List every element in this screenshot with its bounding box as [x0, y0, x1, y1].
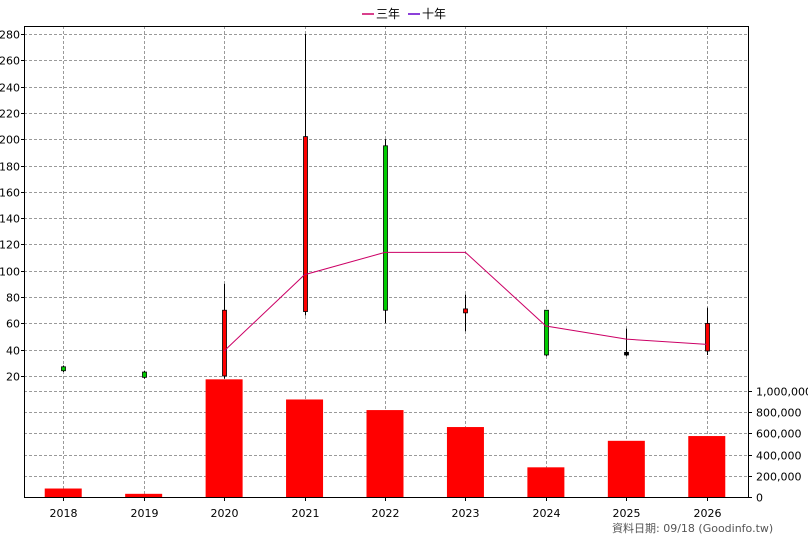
volume-bar — [527, 467, 565, 497]
volume-bar — [688, 436, 726, 497]
volume-tick-label: 1,000,000 — [756, 386, 808, 399]
volume-tick-label: 0 — [756, 492, 763, 505]
volume-bar — [125, 493, 163, 497]
price-tick-label: 260 — [0, 55, 20, 68]
legend: 三年 十年 — [362, 7, 446, 21]
legend-label: 三年 — [376, 7, 400, 21]
volume-tick-label: 800,000 — [756, 407, 802, 420]
x-tick-label: 2018 — [50, 507, 78, 520]
candle-body — [463, 308, 468, 314]
candle-body — [383, 145, 388, 311]
price-tick-label: 220 — [0, 108, 20, 121]
volume-bar — [366, 410, 404, 497]
price-tick-label: 80 — [6, 292, 20, 305]
candles — [61, 34, 710, 379]
candle-body — [544, 309, 549, 356]
price-tick-label: 140 — [0, 213, 20, 226]
candle-body — [142, 371, 147, 378]
axes: 20 40 60 80 100 120 140 160 180 200 220 240 260 280 0 2… — [0, 26, 808, 520]
candle-body — [624, 351, 629, 356]
legend-label: 十年 — [422, 7, 446, 21]
ma-line — [223, 251, 707, 352]
x-tick-label: 2026 — [694, 507, 722, 520]
moving-average-lines — [223, 251, 707, 352]
price-tick-label: 160 — [0, 187, 20, 200]
volume-tick-label: 400,000 — [756, 450, 802, 463]
x-tick-label: 2022 — [372, 507, 400, 520]
price-tick-label: 40 — [6, 345, 20, 358]
volume-bar — [286, 399, 324, 497]
volume-bar — [607, 440, 645, 497]
volume-bar — [44, 488, 82, 497]
price-tick-label: 20 — [6, 371, 20, 384]
volume-tick-label: 600,000 — [756, 428, 802, 441]
volume-bar — [446, 427, 484, 497]
candle-body — [303, 136, 308, 312]
x-tick-label: 2023 — [452, 507, 480, 520]
x-tick-label: 2019 — [131, 507, 159, 520]
price-tick-label: 240 — [0, 82, 20, 95]
price-tick-label: 60 — [6, 318, 20, 331]
price-tick-label: 100 — [0, 266, 20, 279]
x-tick-label: 2020 — [211, 507, 239, 520]
price-tick-label: 200 — [0, 134, 20, 147]
x-tick-label: 2025 — [613, 507, 641, 520]
volume-tick-label: 200,000 — [756, 471, 802, 484]
volume-bar — [205, 379, 243, 497]
candle-body — [705, 322, 710, 352]
candle-body — [222, 309, 227, 377]
price-tick-label: 120 — [0, 239, 20, 252]
price-tick-label: 180 — [0, 161, 20, 174]
plot-frame — [24, 26, 749, 498]
price-tick-label: 280 — [0, 29, 20, 42]
data-date-footer: 資料日期: 09/18 (Goodinfo.tw) — [612, 522, 774, 535]
candle-body — [61, 366, 66, 372]
x-tick-label: 2024 — [533, 507, 561, 520]
x-tick-label: 2021 — [292, 507, 320, 520]
volume-bars — [44, 379, 726, 497]
